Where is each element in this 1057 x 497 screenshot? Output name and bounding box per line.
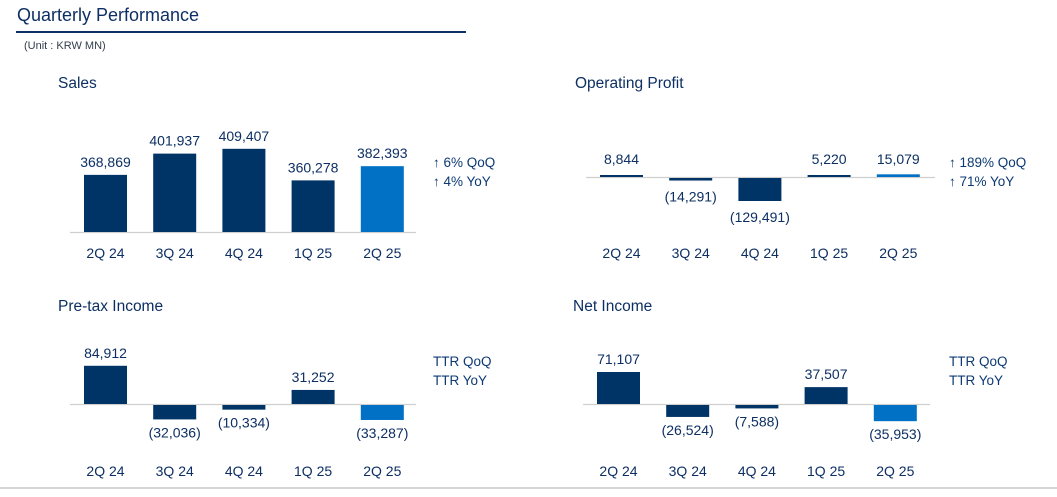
operating-profit-category-label: 4Q 24 bbox=[741, 245, 779, 261]
pretax-income-value-label: (32,036) bbox=[149, 424, 201, 440]
operating-profit-value-label: 8,844 bbox=[604, 151, 639, 167]
pretax-income-yoy-note: TTR YoY bbox=[433, 373, 488, 388]
operating-profit-change-notes: ↑ 189% QoQ ↑ 71% YoY bbox=[949, 153, 1026, 191]
pretax-income-chart-title: Pre-tax Income bbox=[58, 298, 164, 315]
unit-label: (Unit : KRW MN) bbox=[24, 40, 106, 52]
operating-profit-bar bbox=[600, 175, 643, 177]
sales-category-label: 2Q 24 bbox=[86, 245, 124, 261]
operating-profit-bar bbox=[876, 174, 920, 177]
pretax-income-bar bbox=[291, 389, 335, 404]
sales-value-label: 409,407 bbox=[219, 128, 270, 144]
sales-bar bbox=[222, 148, 266, 232]
pretax-income-category-label: 2Q 25 bbox=[363, 463, 401, 479]
net-income-category-label: 1Q 25 bbox=[807, 463, 845, 479]
pretax-income-bar bbox=[222, 405, 266, 410]
pretax-income-category-label: 4Q 24 bbox=[225, 463, 263, 479]
sales-bar bbox=[84, 174, 127, 232]
sales-bar bbox=[153, 153, 197, 232]
sales-category-label: 3Q 24 bbox=[156, 245, 194, 261]
pretax-income-value-label: (33,287) bbox=[356, 425, 408, 441]
page-title: Quarterly Performance bbox=[17, 5, 200, 25]
pretax-income-bar bbox=[360, 405, 404, 420]
net-income-bar bbox=[666, 405, 710, 417]
sales-bar bbox=[360, 166, 404, 232]
operating-profit-value-label: (129,491) bbox=[730, 209, 790, 225]
net-income-category-label: 4Q 24 bbox=[738, 463, 776, 479]
net-income-bar bbox=[804, 387, 848, 404]
operating-profit-bar bbox=[669, 178, 713, 181]
operating-profit-yoy-note: ↑ 71% YoY bbox=[949, 174, 1015, 189]
net-income-value-label: (26,524) bbox=[662, 422, 714, 438]
pretax-income-bar bbox=[84, 365, 127, 404]
operating-profit-qoq-note: ↑ 189% QoQ bbox=[949, 155, 1027, 170]
operating-profit-category-label: 2Q 25 bbox=[879, 245, 917, 261]
net-income-value-label: (7,588) bbox=[735, 413, 779, 429]
pretax-income-qoq-note: TTR QoQ bbox=[433, 354, 492, 369]
net-income-value-label: 37,507 bbox=[805, 366, 848, 382]
pretax-income-category-label: 1Q 25 bbox=[294, 463, 332, 479]
operating-profit-category-label: 2Q 24 bbox=[602, 245, 640, 261]
net-income-change-notes: TTR QoQ TTR YoY bbox=[949, 352, 1008, 390]
pretax-income-bar bbox=[153, 405, 197, 420]
pretax-income-value-label: 84,912 bbox=[84, 345, 127, 361]
sales-category-label: 4Q 24 bbox=[225, 245, 263, 261]
operating-profit-value-label: 5,220 bbox=[812, 151, 847, 167]
sales-value-label: 360,278 bbox=[288, 159, 339, 175]
sales-category-label: 2Q 25 bbox=[363, 245, 401, 261]
net-income-qoq-note: TTR QoQ bbox=[949, 354, 1008, 369]
net-income-bar bbox=[735, 405, 779, 409]
sales-value-label: 382,393 bbox=[357, 145, 408, 161]
operating-profit-bar bbox=[807, 175, 851, 177]
sales-category-label: 1Q 25 bbox=[294, 245, 332, 261]
sales-bar bbox=[291, 180, 335, 232]
net-income-category-label: 2Q 25 bbox=[876, 463, 914, 479]
net-income-bar bbox=[597, 372, 640, 404]
net-income-chart-title: Net Income bbox=[573, 298, 653, 315]
sales-change-notes: ↑ 6% QoQ ↑ 4% YoY bbox=[433, 153, 495, 191]
net-income-bar bbox=[873, 405, 917, 422]
operating-profit-bar bbox=[738, 178, 782, 201]
sales-value-label: 401,937 bbox=[149, 133, 200, 149]
operating-profit-category-label: 1Q 25 bbox=[810, 245, 848, 261]
operating-profit-category-label: 3Q 24 bbox=[672, 245, 710, 261]
operating-profit-chart-title: Operating Profit bbox=[575, 75, 684, 92]
pretax-income-category-label: 3Q 24 bbox=[156, 463, 194, 479]
pretax-income-value-label: (10,334) bbox=[218, 415, 270, 431]
net-income-category-label: 3Q 24 bbox=[669, 463, 707, 479]
pretax-income-change-notes: TTR QoQ TTR YoY bbox=[433, 352, 492, 390]
operating-profit-value-label: 15,079 bbox=[877, 151, 920, 167]
net-income-value-label: 71,107 bbox=[597, 351, 640, 367]
operating-profit-value-label: (14,291) bbox=[665, 189, 717, 205]
net-income-value-label: (35,953) bbox=[869, 426, 921, 442]
net-income-category-label: 2Q 24 bbox=[599, 463, 637, 479]
pretax-income-category-label: 2Q 24 bbox=[86, 463, 124, 479]
sales-chart-title: Sales bbox=[58, 75, 97, 92]
pretax-income-value-label: 31,252 bbox=[292, 369, 335, 385]
net-income-yoy-note: TTR YoY bbox=[949, 373, 1004, 388]
sales-yoy-note: ↑ 4% YoY bbox=[433, 174, 491, 189]
bottom-divider bbox=[0, 487, 1057, 489]
sales-qoq-note: ↑ 6% QoQ bbox=[433, 155, 496, 170]
title-divider bbox=[16, 31, 466, 33]
sales-value-label: 368,869 bbox=[80, 154, 131, 170]
